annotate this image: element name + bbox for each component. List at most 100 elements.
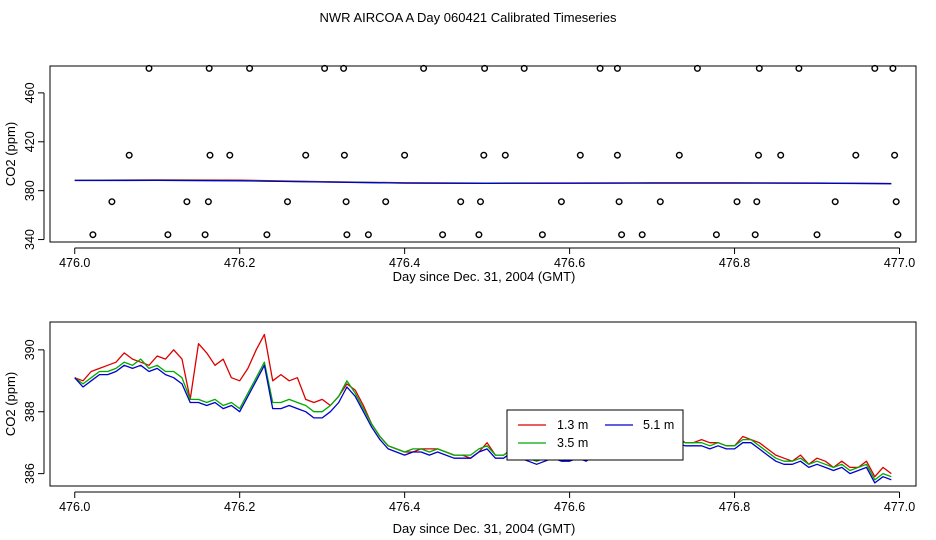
top-data-point [284,198,292,206]
top-panel: 476.0 476.2 476.4 476.6 476.8 477.0 340 380 420… [3,64,917,284]
top-data-point [693,64,701,72]
top-data-point [321,64,329,72]
legend-label-3: 5.1 m [643,418,674,432]
bottom-x-tick-label: 476.2 [224,500,255,514]
top-x-tick-label: 476.2 [224,256,255,270]
top-data-point [164,231,172,239]
top-data-point [889,64,897,72]
top-data-point [891,151,899,159]
top-data-point [618,231,626,239]
top-data-point [755,64,763,72]
top-data-point [894,231,902,239]
top-data-point [656,198,664,206]
bottom-series-lines [74,333,892,484]
top-data-point [777,151,785,159]
top-x-axis-label: Day since Dec. 31, 2004 (GMT) [393,269,576,284]
top-data-point [201,231,209,239]
top-data-point [613,64,621,72]
top-y-tick-label: 340 [23,229,37,250]
top-y-tick-label: 460 [23,82,37,103]
top-y-tick-label: 380 [23,180,37,201]
figure-title: NWR AIRCOA A Day 060421 Calibrated Times… [320,10,617,25]
bottom-y-axis-label: CO2 (ppm) [3,372,18,436]
top-y-axis: 340 380 420 460 [23,82,45,250]
top-data-point [108,198,116,206]
top-data-point [183,198,191,206]
bottom-x-axis-label: Day since Dec. 31, 2004 (GMT) [393,521,576,536]
top-data-point [712,231,720,239]
legend-label-2: 3.5 m [557,436,588,450]
bottom-y-tick-label: 386 [23,463,37,484]
top-data-point [753,198,761,206]
top-data-point [520,64,528,72]
bottom-panel: 476.0 476.2 476.4 476.6 476.8 477.0 386 388 390… [3,321,917,536]
top-data-point [343,231,351,239]
top-data-point [263,231,271,239]
top-data-point [302,151,310,159]
top-data-point [340,151,348,159]
bottom-x-tick-label: 476.8 [719,500,750,514]
top-data-point [145,64,153,72]
bottom-x-tick-label: 476.4 [389,500,420,514]
bottom-x-tick-label: 476.6 [554,500,585,514]
bottom-series-line-2 [74,358,892,481]
top-data-point [226,151,234,159]
top-y-tick-label: 420 [23,131,37,152]
top-data-point [420,64,428,72]
top-series-lines [74,179,892,185]
bottom-y-tick-label: 388 [23,401,37,422]
top-data-point [457,198,465,206]
top-data-point [125,151,133,159]
top-data-point [480,151,488,159]
top-data-point [501,151,509,159]
top-y-axis-label: CO2 (ppm) [3,122,18,186]
top-data-point [205,64,213,72]
top-x-tick-label: 476.6 [554,256,585,270]
top-data-point [401,151,409,159]
top-x-tick-label: 477.0 [884,256,915,270]
top-data-point [89,231,97,239]
top-series-line-3 [74,179,892,185]
bottom-y-axis: 386 388 390 [23,339,45,484]
top-x-tick-label: 476.0 [59,256,90,270]
top-data-point [852,151,860,159]
bottom-y-tick-label: 390 [23,339,37,360]
top-data-point [613,151,621,159]
top-x-tick-label: 476.8 [719,256,750,270]
legend-box [506,409,684,461]
top-data-point [206,151,214,159]
top-data-point [675,151,683,159]
top-data-point [638,231,646,239]
top-data-point [538,231,546,239]
top-plot-frame [49,65,917,243]
top-data-point [481,64,489,72]
bottom-x-axis: 476.0 476.2 476.4 476.6 476.8 477.0 [59,491,915,514]
top-data-point [795,64,803,72]
top-data-point [439,231,447,239]
top-x-tick-label: 476.4 [389,256,420,270]
top-data-point [204,198,212,206]
top-data-point [755,151,763,159]
top-data-point [340,64,348,72]
top-x-axis: 476.0 476.2 476.4 476.6 476.8 477.0 [59,247,915,270]
top-data-point [813,231,821,239]
top-data-point [892,198,900,206]
top-data-point [382,198,390,206]
top-data-point [871,64,879,72]
top-data-point [246,64,254,72]
bottom-plot-frame [49,321,917,487]
top-circle-points [89,64,902,239]
top-data-point [557,198,565,206]
top-data-point [364,231,372,239]
top-data-point [475,231,483,239]
legend-label-1: 1.3 m [557,418,588,432]
bottom-x-tick-label: 477.0 [884,500,915,514]
bottom-series-line-3 [74,364,892,484]
top-data-point [342,198,350,206]
top-data-point [576,151,584,159]
top-data-point [596,64,604,72]
top-data-point [477,198,485,206]
top-data-point [751,231,759,239]
top-data-point [733,198,741,206]
